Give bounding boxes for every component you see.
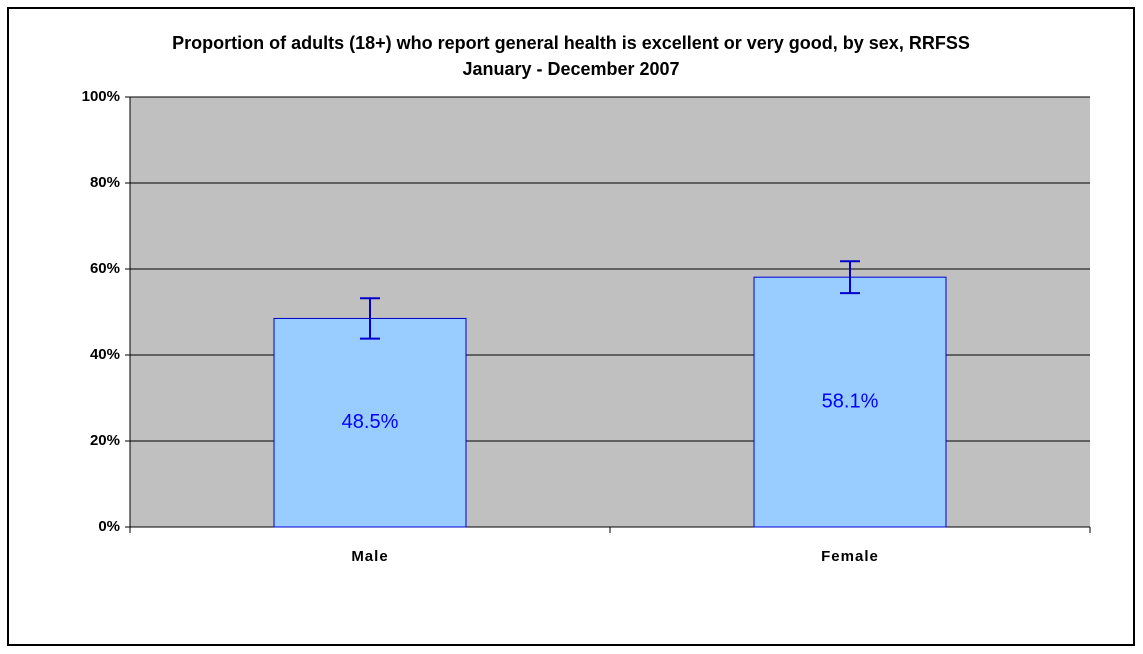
chart-title: Proportion of adults (18+) who report ge…: [172, 33, 970, 79]
x-tick-label: Male: [351, 548, 388, 565]
x-tick-label: Female: [821, 548, 879, 565]
y-tick-label: 60%: [90, 260, 120, 277]
y-tick-label: 100%: [82, 88, 120, 105]
bar: [273, 317, 467, 528]
y-tick-label: 20%: [90, 432, 120, 449]
y-tick-label: 40%: [90, 346, 120, 363]
value-label: 48.5%: [342, 411, 399, 433]
error-bar: [360, 297, 380, 340]
y-tick-label: 0%: [98, 518, 120, 535]
error-bar: [840, 260, 860, 295]
y-tick-label: 80%: [90, 174, 120, 191]
bar: [753, 276, 947, 528]
value-label: 58.1%: [822, 390, 879, 412]
